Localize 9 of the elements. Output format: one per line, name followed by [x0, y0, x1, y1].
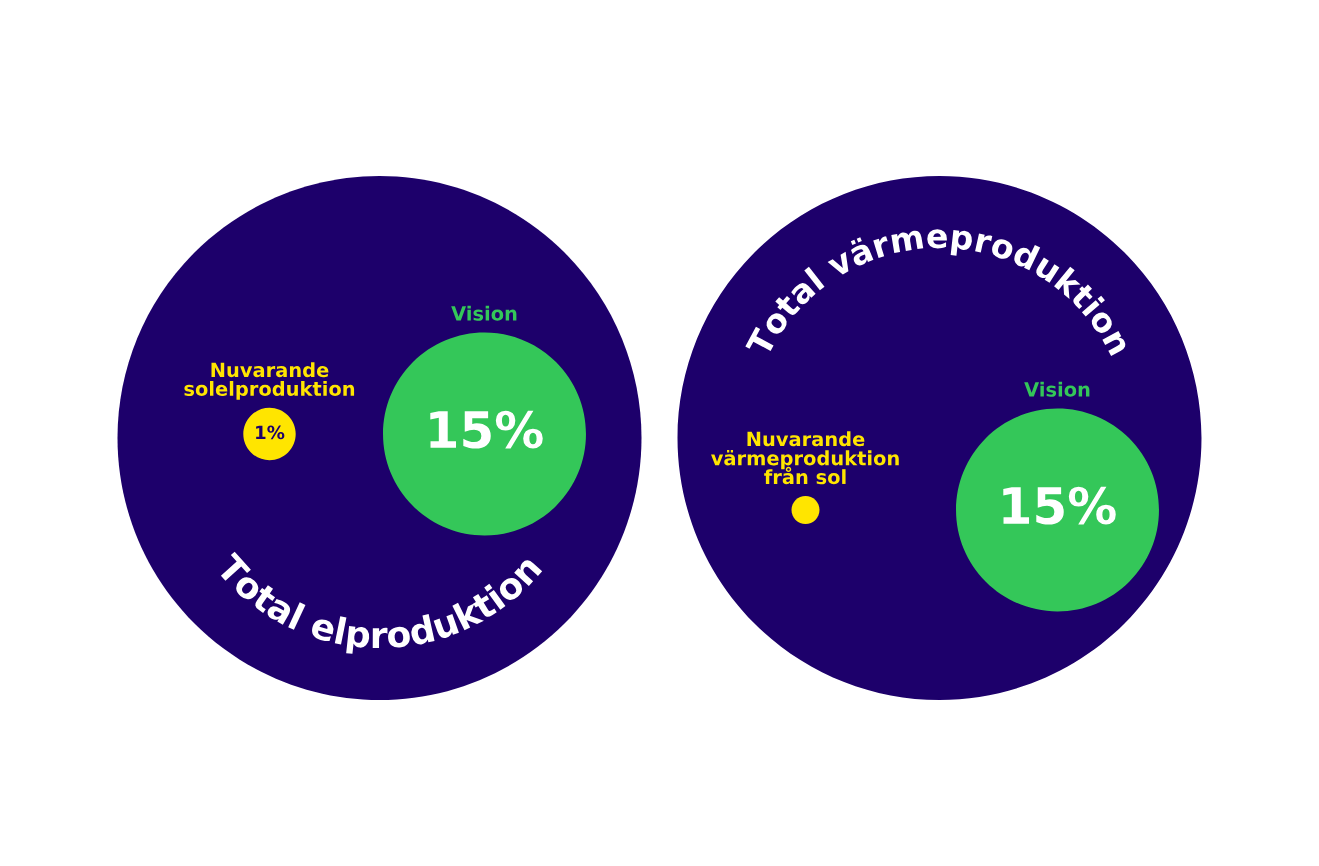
category-label: Nuvarande solelproduktion — [184, 362, 355, 400]
chart-title: Total värmeproduktion — [745, 229, 1128, 359]
category-label: Nuvarande värmeproduktion från sol — [711, 431, 899, 485]
chart-title: Total elproduktion — [215, 551, 543, 656]
category-label: Vision — [1024, 381, 1090, 397]
data-label: 15% — [430, 410, 543, 449]
category-label: Vision — [451, 305, 517, 321]
data-label: 15% — [1003, 486, 1116, 525]
data-label: 1% — [256, 425, 285, 440]
